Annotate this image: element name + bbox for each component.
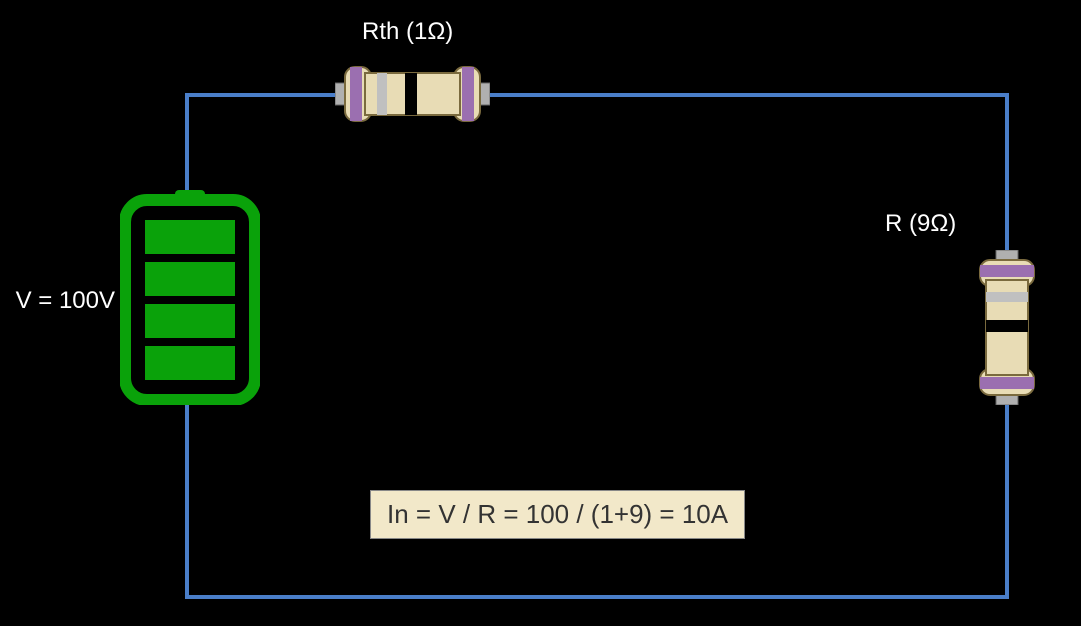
wire-bottom [185, 595, 1009, 599]
wire-left-lower [185, 400, 189, 599]
wire-top-left [185, 93, 335, 97]
formula-box: In = V / R = 100 / (1+9) = 10A [370, 490, 745, 539]
wire-right-upper [1005, 93, 1009, 253]
resistor-top-icon [335, 63, 490, 125]
wire-top-right [490, 93, 1009, 97]
battery-icon [120, 190, 260, 405]
battery-label: V = 100V [0, 287, 115, 315]
wire-left-upper [185, 93, 189, 198]
resistor-top-label: Rth (1Ω) [362, 18, 453, 46]
resistor-right-icon [976, 250, 1038, 405]
wire-right-lower [1005, 402, 1009, 599]
resistor-right-label: R (9Ω) [885, 210, 956, 238]
